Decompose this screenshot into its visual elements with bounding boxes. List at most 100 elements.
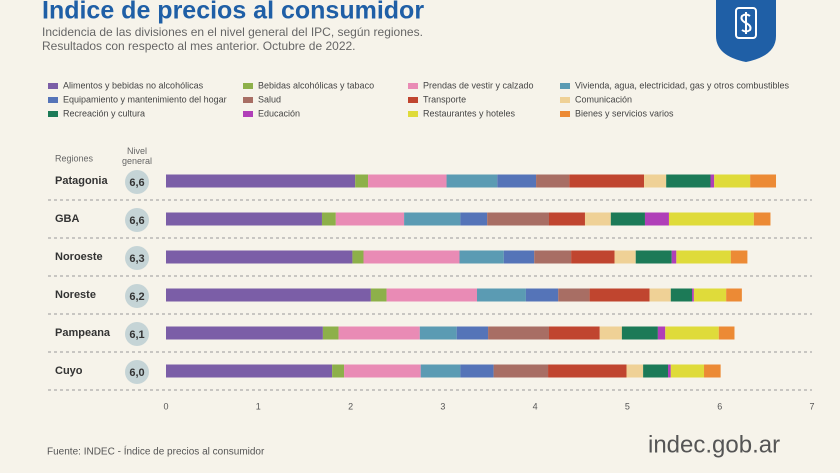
x-tick-label: 6 xyxy=(717,401,722,411)
bar-segment xyxy=(497,174,537,188)
bar-segment xyxy=(714,174,751,188)
bar-segment xyxy=(355,174,369,188)
category-header: Regiones xyxy=(55,153,94,163)
bar-segment xyxy=(569,174,645,188)
level-circle xyxy=(125,246,149,270)
bar-segment xyxy=(750,174,777,188)
bar-segment xyxy=(726,288,742,302)
x-tick-label: 3 xyxy=(440,401,445,411)
bar-segment xyxy=(665,326,719,340)
legend-swatch xyxy=(560,111,570,117)
legend-swatch xyxy=(48,97,58,103)
bar-segment xyxy=(599,326,622,340)
bar-segment xyxy=(335,212,405,226)
bar-segment xyxy=(668,212,754,226)
bar-segment xyxy=(571,250,615,264)
level-circle xyxy=(125,360,149,384)
bar-segment xyxy=(338,326,420,340)
bar-segment xyxy=(626,364,644,378)
bar-segment xyxy=(363,250,460,264)
source: Fuente: INDEC - Índice de precios al con… xyxy=(47,445,265,458)
bar-segment xyxy=(753,212,771,226)
bar-segment xyxy=(534,250,572,264)
legend-swatch xyxy=(408,97,418,103)
bar-segment xyxy=(322,326,339,340)
legend-swatch xyxy=(48,83,58,89)
bar-segment xyxy=(536,174,570,188)
category-label: Patagonia xyxy=(55,175,108,187)
legend-swatch xyxy=(560,83,570,89)
category-label: Noreste xyxy=(55,289,96,301)
chart-title: Indice de precios al consumidor xyxy=(42,0,424,25)
level-label: 6,3 xyxy=(129,253,144,265)
bar-segment xyxy=(548,212,585,226)
legend-label: Bienes y servicios varios xyxy=(575,108,674,118)
bar-segment xyxy=(548,364,627,378)
bar-segment xyxy=(503,250,535,264)
bar-segment xyxy=(166,174,356,188)
bar-segment xyxy=(649,288,671,302)
bar-segment xyxy=(352,250,364,264)
bar-segment xyxy=(676,250,731,264)
bar-segment xyxy=(671,250,677,264)
category-label: Pampeana xyxy=(55,327,111,339)
x-tick-label: 5 xyxy=(625,401,630,411)
legend-label: Educación xyxy=(258,108,300,118)
legend-swatch xyxy=(560,97,570,103)
level-label: 6,6 xyxy=(129,177,144,189)
bar-segment xyxy=(704,364,721,378)
bar-segment xyxy=(621,326,658,340)
bar-segment xyxy=(692,288,694,302)
bar-segment xyxy=(644,174,667,188)
level-label: 6,2 xyxy=(129,291,144,303)
bar-segment xyxy=(460,212,488,226)
tag xyxy=(735,7,757,39)
x-tick-label: 1 xyxy=(256,401,261,411)
bar-segment xyxy=(493,364,549,378)
legend-label: Transporte xyxy=(423,94,466,104)
legend-swatch xyxy=(243,111,253,117)
bar-segment xyxy=(456,326,489,340)
legend-label: Equipamiento y mantenimiento del hogar xyxy=(63,94,227,104)
bar-segment xyxy=(657,326,666,340)
subtitle: Resultados con respecto al mes anterior.… xyxy=(42,39,356,53)
bar-segment xyxy=(166,250,353,264)
legend-label: Bebidas alcohólicas y tabaco xyxy=(258,80,374,90)
bar-segment xyxy=(166,212,322,226)
bar-segment xyxy=(166,288,371,302)
icon xyxy=(716,0,776,62)
level-label: 6,0 xyxy=(129,367,144,379)
legend-label: Salud xyxy=(258,94,281,104)
level-label: 6,6 xyxy=(129,215,144,227)
legend-swatch xyxy=(408,83,418,89)
category-label: Noroeste xyxy=(55,251,103,263)
level-label: 6,1 xyxy=(129,329,144,341)
x-tick-label: 4 xyxy=(533,401,538,411)
legend-label: Comunicación xyxy=(575,94,632,104)
bar-segment xyxy=(332,364,345,378)
logo: indec.gob.ar xyxy=(648,431,780,458)
legend-swatch xyxy=(243,97,253,103)
bar-segment xyxy=(321,212,336,226)
bar-segment xyxy=(166,364,333,378)
bar-segment xyxy=(404,212,461,226)
legend-label: Alimentos y bebidas no alcohólicas xyxy=(63,80,204,90)
level-circle xyxy=(125,170,149,194)
bar-segment xyxy=(635,250,672,264)
level-circle xyxy=(125,284,149,308)
bar-segment xyxy=(488,326,549,340)
bar-segment xyxy=(614,250,636,264)
bar-segment xyxy=(718,326,735,340)
bar-segment xyxy=(166,326,323,340)
subtitle: Incidencia de las divisiones en el nivel… xyxy=(42,25,423,39)
legend-label: Restaurantes y hoteles xyxy=(423,108,516,118)
legend-swatch xyxy=(408,111,418,117)
legend-label: Recreación y cultura xyxy=(63,108,145,118)
category-label: Cuyo xyxy=(55,365,83,377)
bar-segment xyxy=(693,288,727,302)
legend-swatch xyxy=(243,83,253,89)
bar-segment xyxy=(477,288,526,302)
bar-segment xyxy=(386,288,478,302)
